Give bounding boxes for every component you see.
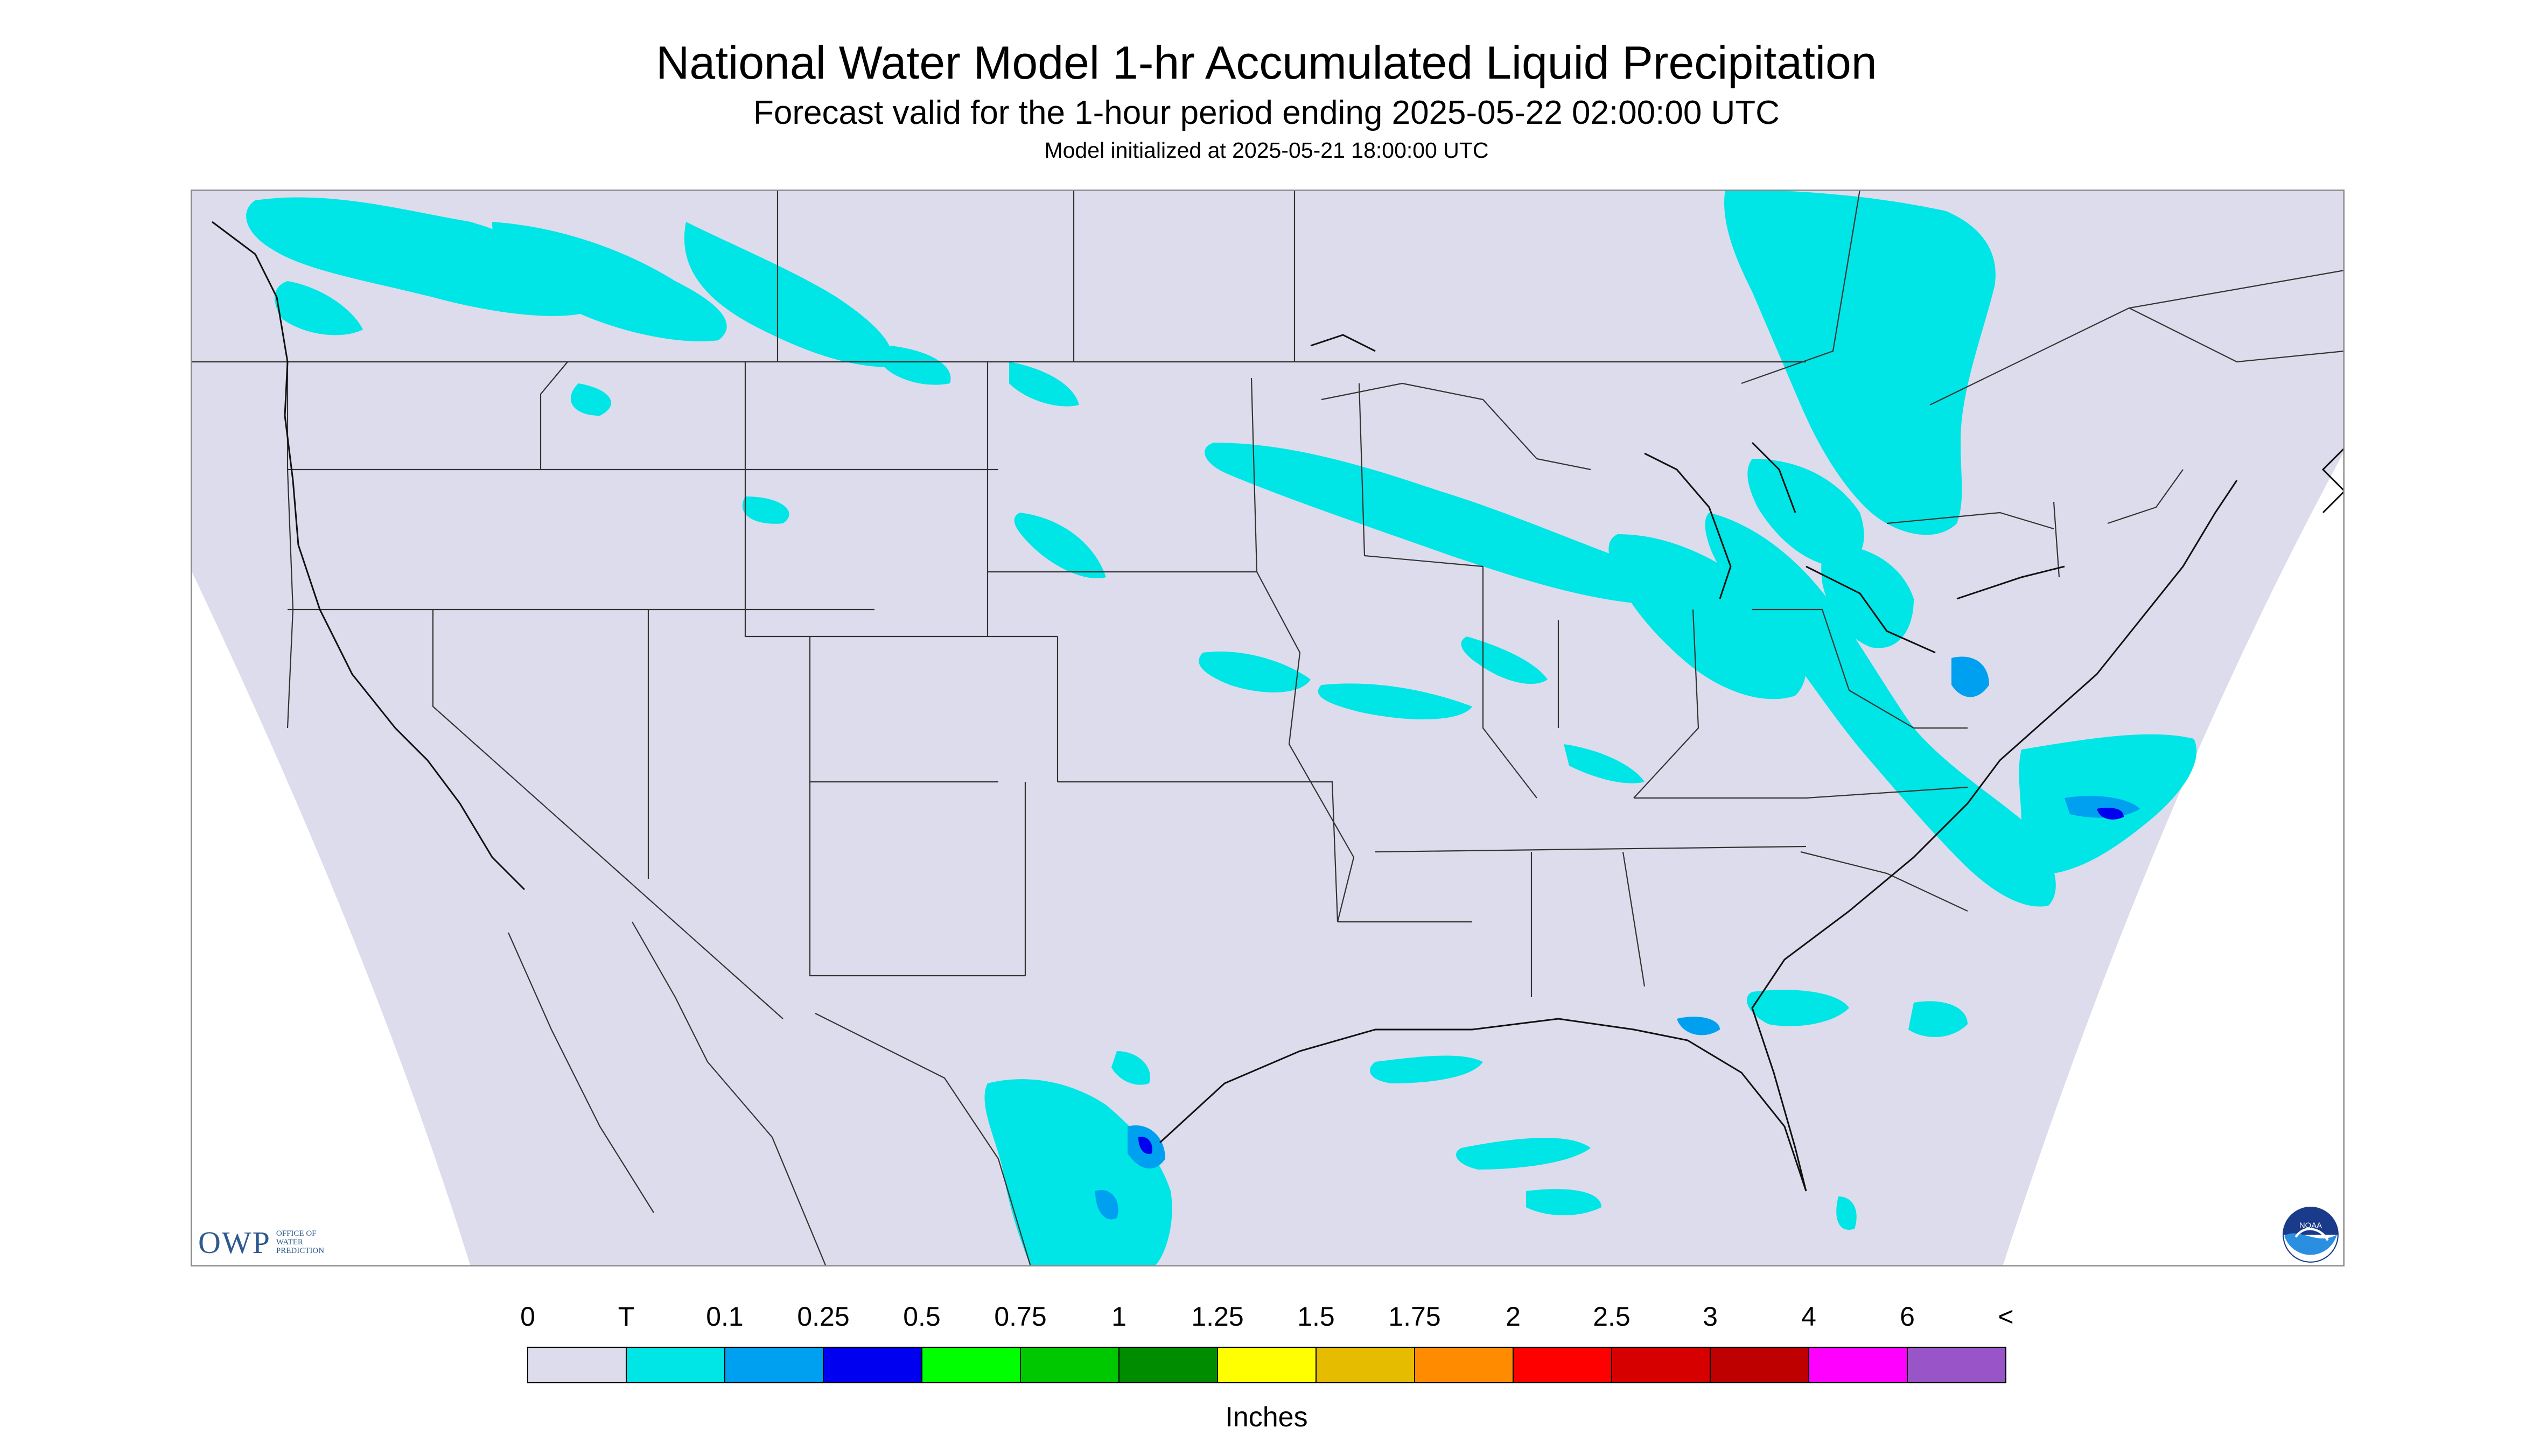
legend-color-cell — [1808, 1347, 1908, 1383]
legend-color-cell — [1316, 1347, 1415, 1383]
owp-subtext: OFFICE OF WATER PREDICTION — [276, 1229, 352, 1255]
legend-tick-label: 3 — [1703, 1301, 1718, 1332]
legend-tick-label: 0.1 — [706, 1301, 744, 1332]
legend-tick-label: 2.5 — [1593, 1301, 1631, 1332]
legend-color-cell — [921, 1347, 1021, 1383]
legend-tick-label: 1.25 — [1191, 1301, 1244, 1332]
legend-tick-label: T — [618, 1301, 635, 1332]
legend-color-cell — [724, 1347, 824, 1383]
legend-color-cell — [1020, 1347, 1119, 1383]
map-title: National Water Model 1-hr Accumulated Li… — [656, 37, 1877, 89]
coastlines — [212, 221, 2345, 1192]
legend-tick-label: 0.25 — [797, 1301, 850, 1332]
legend-color-cell — [1907, 1347, 2006, 1383]
legend-tick-label: 0.75 — [994, 1301, 1047, 1332]
map-border — [191, 190, 2345, 1266]
political-borders — [191, 190, 2345, 1266]
noaa-logo-icon: NOAA — [2283, 1207, 2339, 1263]
legend-color-cell — [1414, 1347, 1514, 1383]
legend-tick-label: 4 — [1801, 1301, 1816, 1332]
precipitation-map — [191, 190, 2345, 1266]
legend-tick-label: < — [1998, 1301, 2014, 1332]
owp-subtext-line: PREDICTION — [276, 1247, 325, 1255]
map-subtitle: Forecast valid for the 1-hour period end… — [753, 94, 1780, 131]
legend-tick-label: 2 — [1506, 1301, 1521, 1332]
precip-moderate-areas — [1138, 808, 2124, 1154]
legend-tick-label: 1 — [1111, 1301, 1126, 1332]
model-domain — [191, 190, 2345, 1266]
owp-subtext-line: WATER — [276, 1238, 303, 1247]
model-init-line: Model initialized at 2025-05-21 18:00:00… — [1044, 138, 1489, 163]
legend-tick-label: 0.5 — [903, 1301, 941, 1332]
legend-color-cell — [1710, 1347, 1809, 1383]
legend-color-cell — [527, 1347, 627, 1383]
legend-color-cell — [1118, 1347, 1218, 1383]
legend-tick-label: 1.75 — [1388, 1301, 1441, 1332]
legend-tick-label: 0 — [520, 1301, 535, 1332]
owp-logo: OWP OFFICE OF WATER PREDICTION — [198, 1218, 352, 1266]
precip-light-areas — [1095, 656, 2140, 1220]
owp-subtext-line: OFFICE OF — [276, 1229, 317, 1238]
legend-color-cell — [1513, 1347, 1612, 1383]
legend-tick-label: 1.5 — [1297, 1301, 1335, 1332]
owp-wordmark: OWP — [198, 1224, 271, 1260]
legend-color-cell — [626, 1347, 725, 1383]
noaa-logo-text: NOAA — [2299, 1221, 2322, 1230]
legend-color-cell — [823, 1347, 922, 1383]
legend-color-cell — [1217, 1347, 1317, 1383]
legend-color-cell — [1611, 1347, 1711, 1383]
legend-tick-label: 6 — [1900, 1301, 1915, 1332]
legend-units-label: Inches — [1225, 1402, 1308, 1433]
